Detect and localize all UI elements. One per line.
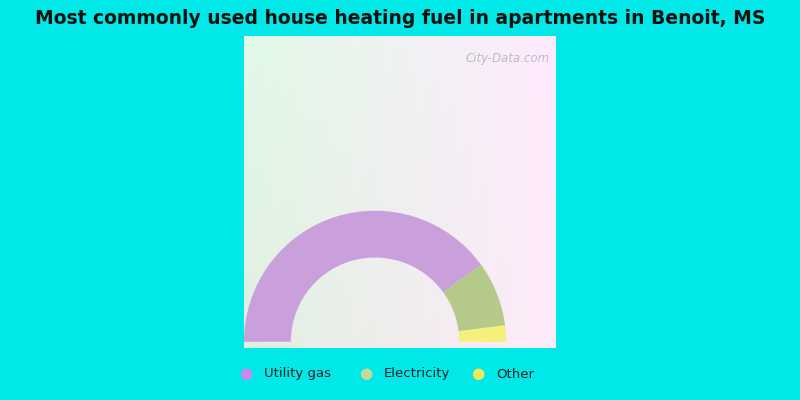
Wedge shape: [458, 325, 506, 342]
Wedge shape: [443, 265, 505, 331]
Text: Other: Other: [496, 368, 534, 380]
Text: City-Data.com: City-Data.com: [466, 52, 550, 65]
Text: ●: ●: [358, 366, 372, 382]
Text: ●: ●: [470, 366, 484, 382]
Text: Electricity: Electricity: [384, 368, 450, 380]
Text: Utility gas: Utility gas: [264, 368, 331, 380]
Text: Most commonly used house heating fuel in apartments in Benoit, MS: Most commonly used house heating fuel in…: [35, 8, 765, 28]
Wedge shape: [244, 211, 481, 342]
Text: ●: ●: [238, 366, 252, 382]
